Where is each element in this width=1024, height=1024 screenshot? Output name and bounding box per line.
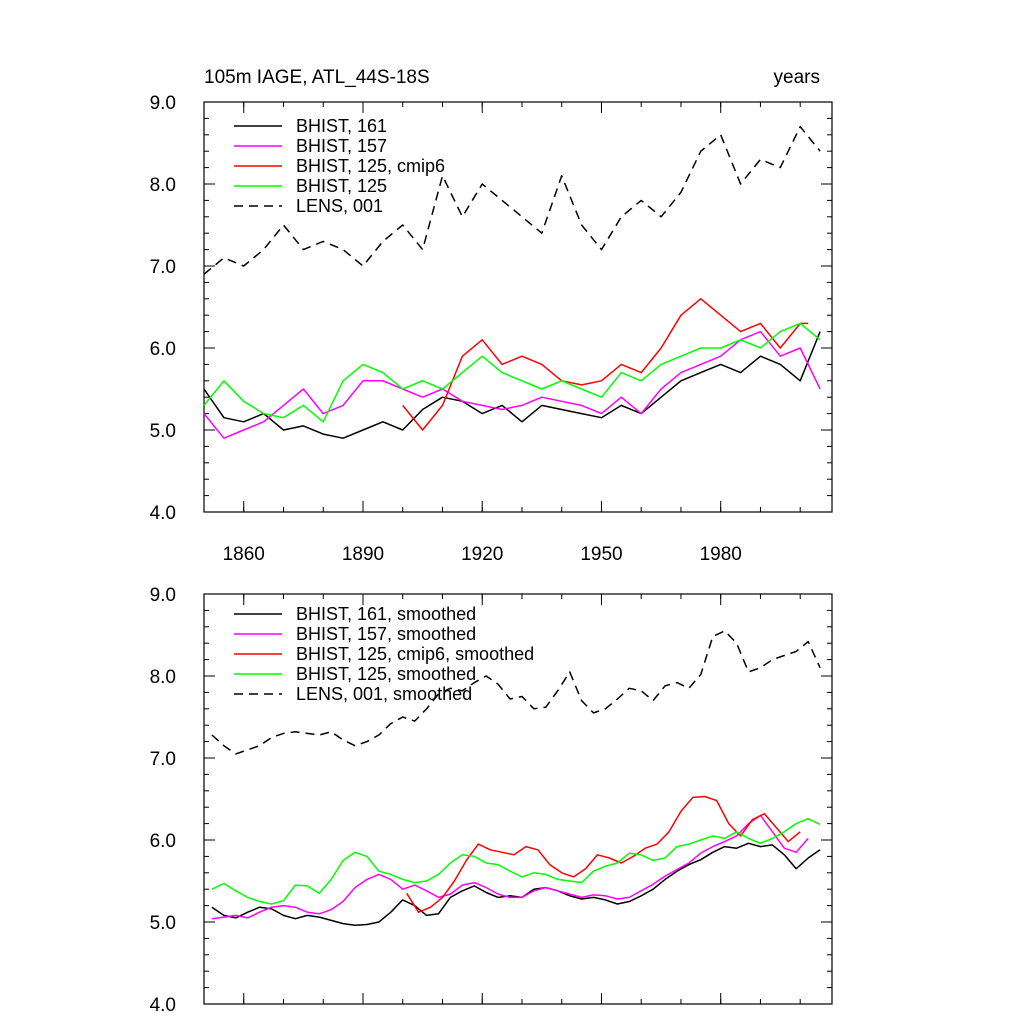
legend-label: BHIST, 125, smoothed	[296, 664, 476, 684]
chart-title-right: years	[774, 67, 820, 88]
chart-title-left: 105m IAGE, ATL_44S-18S	[204, 67, 430, 88]
y-tick-label: 4.0	[150, 995, 176, 1016]
y-tick-label: 8.0	[150, 175, 176, 196]
y-tick-label: 5.0	[150, 421, 176, 442]
y-tick-label: 8.0	[150, 667, 176, 688]
plot-frame	[203, 593, 833, 1005]
y-tick-label: 7.0	[150, 749, 176, 770]
legend-label: LENS, 001	[296, 196, 383, 216]
x-tick-label: 1920	[461, 544, 503, 565]
legend-label: BHIST, 125	[296, 176, 387, 196]
top-panel: 1860 1890 1920 1950 1980 4.0 5.0 6.0 7.0 8.0 9.0 BH…	[150, 93, 833, 565]
series-line-3	[211, 817, 821, 905]
legend-label: BHIST, 161, smoothed	[296, 604, 476, 624]
y-tick-label: 6.0	[150, 831, 176, 852]
y-tick-label: 4.0	[150, 503, 176, 524]
y-tick-label: 5.0	[150, 913, 176, 934]
legend-label: BHIST, 161	[296, 116, 387, 136]
legend-label: BHIST, 157	[296, 136, 387, 156]
series-line-1	[211, 814, 809, 920]
plot-frame	[203, 101, 833, 513]
x-tick-label: 1950	[580, 544, 622, 565]
series-line-0	[211, 842, 821, 927]
y-tick-label: 6.0	[150, 339, 176, 360]
y-tick-label: 9.0	[150, 585, 176, 606]
series-line-2	[402, 298, 809, 431]
series-line-1	[203, 330, 821, 439]
legend-label: LENS, 001, smoothed	[296, 684, 472, 704]
legend-label: BHIST, 125, cmip6, smoothed	[296, 644, 534, 664]
legend-label: BHIST, 125, cmip6	[296, 156, 445, 176]
series-line-3	[203, 322, 821, 423]
series-line-2	[406, 795, 801, 913]
x-tick-label: 1980	[700, 544, 742, 565]
series-line-0	[203, 331, 821, 439]
series-line-4	[203, 125, 821, 275]
legend-label: BHIST, 157, smoothed	[296, 624, 476, 644]
series-line-4	[211, 630, 821, 755]
x-tick-label: 1860	[223, 544, 265, 565]
y-tick-label: 7.0	[150, 257, 176, 278]
x-tick-label: 1890	[342, 544, 384, 565]
y-tick-label: 9.0	[150, 93, 176, 114]
